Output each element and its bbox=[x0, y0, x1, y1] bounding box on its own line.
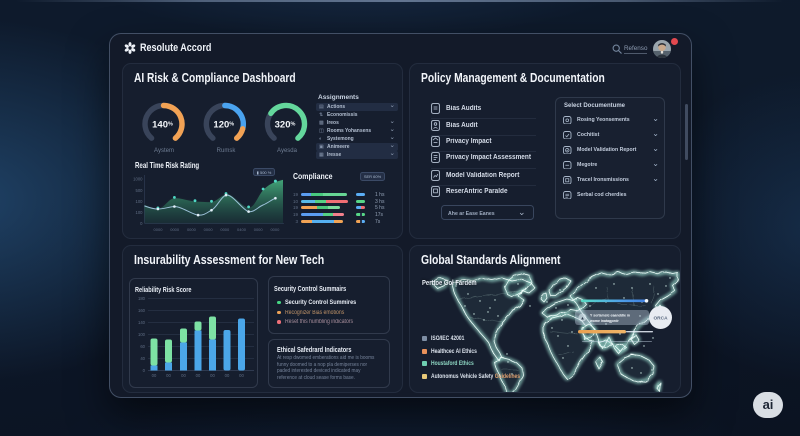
svg-text:wome inatagpedr: wome inatagpedr bbox=[589, 319, 619, 323]
svg-text:140: 140 bbox=[138, 320, 146, 325]
svg-text:0: 0 bbox=[143, 368, 146, 373]
svg-text:100: 100 bbox=[136, 210, 144, 215]
svg-text:00: 00 bbox=[225, 373, 230, 378]
svg-text:0000: 0000 bbox=[254, 227, 264, 232]
svg-text:0: 0 bbox=[140, 221, 143, 226]
svg-text:0000: 0000 bbox=[220, 227, 230, 232]
svg-text:0000: 0000 bbox=[154, 227, 164, 232]
svg-text:▲: ▲ bbox=[580, 316, 584, 321]
svg-text:0000: 0000 bbox=[170, 227, 180, 232]
svg-text:100: 100 bbox=[136, 199, 144, 204]
svg-text:00: 00 bbox=[196, 373, 201, 378]
svg-text:160: 160 bbox=[138, 308, 146, 313]
svg-text:180: 180 bbox=[138, 296, 146, 301]
svg-text:0000: 0000 bbox=[204, 227, 214, 232]
svg-text:Y sertamsic enanddie m: Y sertamsic enanddie m bbox=[590, 314, 630, 318]
svg-text:00: 00 bbox=[166, 373, 171, 378]
svg-text:00: 00 bbox=[210, 373, 215, 378]
svg-text:00: 00 bbox=[239, 373, 244, 378]
svg-text:ORCA: ORCA bbox=[653, 315, 668, 321]
svg-text:0000: 0000 bbox=[270, 227, 280, 232]
svg-text:100: 100 bbox=[138, 332, 146, 337]
svg-text:320%: 320% bbox=[275, 119, 296, 130]
svg-text:500: 500 bbox=[136, 188, 144, 193]
svg-text:1000: 1000 bbox=[133, 177, 143, 182]
svg-text:140%: 140% bbox=[152, 119, 173, 130]
svg-text:60: 60 bbox=[140, 344, 145, 349]
svg-text:00: 00 bbox=[181, 373, 186, 378]
svg-text:0400: 0400 bbox=[237, 227, 247, 232]
svg-text:0000: 0000 bbox=[187, 227, 197, 232]
svg-text:40: 40 bbox=[140, 356, 145, 361]
svg-text:120%: 120% bbox=[213, 119, 234, 130]
svg-text:00: 00 bbox=[152, 373, 157, 378]
